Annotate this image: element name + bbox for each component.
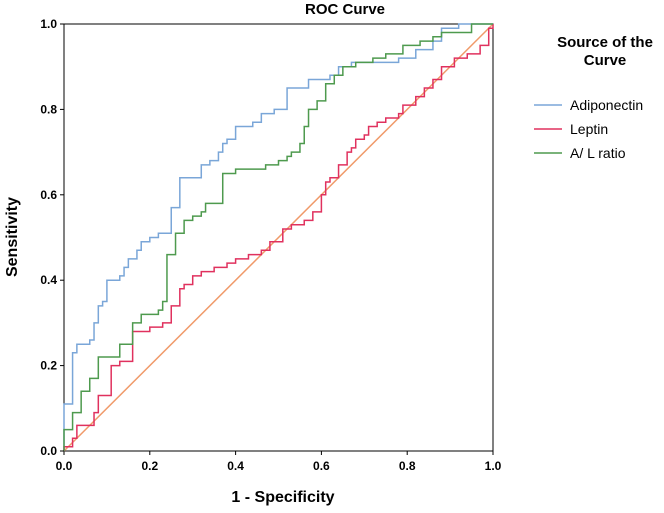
legend-label: Adiponectin [570,97,643,113]
legend-title-line1: Source of the [557,34,653,51]
chart-title: ROC Curve [305,1,385,18]
series-line-a-l-ratio [63,23,493,451]
x-tick-label: 0.4 [227,459,244,473]
plot-frame [63,23,494,452]
x-tick-label: 0.0 [56,459,73,473]
y-tick-label: 0.4 [40,273,57,287]
x-tick-label: 0.2 [141,459,158,473]
x-tick-label: 0.8 [399,459,416,473]
x-tick-label: 0.6 [313,459,330,473]
y-tick-label: 0.0 [40,444,57,458]
legend-title-line2: Curve [584,52,627,69]
legend-label: Leptin [570,121,608,137]
x-axis-label: 1 - Specificity [231,489,334,506]
y-tick-label: 0.6 [40,188,57,202]
tick-layer: 0.0 0.2 0.4 0.6 0.8 1.0 0.0 0.2 0.4 0.6 0.8 1.0 [40,17,501,473]
legend-items: Adiponectin Leptin A/ L ratio [534,97,643,161]
series-layer [63,23,494,452]
y-axis-label: Sensitivity [4,197,21,277]
series-line-reference-line [63,23,494,452]
y-tick-label: 0.8 [40,102,57,116]
x-tick-label: 1.0 [485,459,502,473]
legend: Source of the Curve Adiponectin Leptin A/ … [534,34,653,161]
y-tick-label: 0.2 [40,359,57,373]
y-tick-label: 1.0 [40,17,57,31]
series-line-leptin [63,24,494,451]
legend-label: A/ L ratio [570,145,626,161]
